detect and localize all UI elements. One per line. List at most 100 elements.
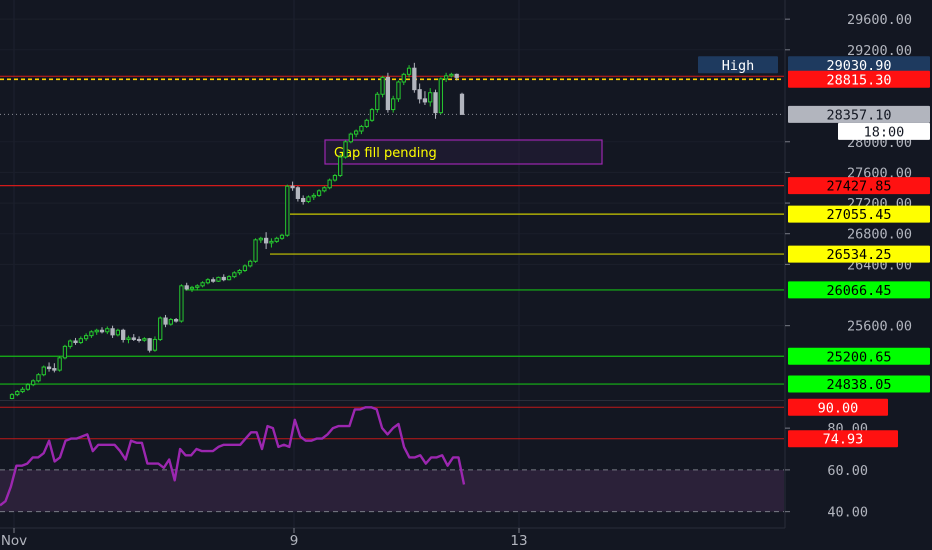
candle-body <box>121 329 126 340</box>
candle-body <box>396 81 401 100</box>
candle-body <box>258 237 263 241</box>
candle-body <box>221 276 226 281</box>
candle-body <box>338 156 343 176</box>
time-tick-label: 13 <box>510 533 527 549</box>
candle-body <box>295 187 301 199</box>
candle-body <box>412 67 417 91</box>
candle-body <box>216 276 221 282</box>
countdown-tag-bg <box>838 122 930 140</box>
candle-body <box>279 234 285 239</box>
level-tag-bg <box>788 245 930 263</box>
price-axis: 29600.0029200.0028000.0027600.0027200.00… <box>698 0 932 528</box>
candle-body <box>311 194 316 198</box>
candle-body <box>211 279 216 282</box>
candle-body <box>364 119 369 127</box>
price-tick-label: 26800.00 <box>847 227 912 243</box>
time-tick-label: 9 <box>290 533 299 549</box>
candle-body <box>369 109 375 121</box>
level-tag: 24838.05 <box>826 377 891 393</box>
last-price-tag-bg <box>788 105 930 123</box>
level-tag-bg <box>788 177 930 195</box>
candle-body <box>62 345 68 359</box>
candle-body <box>25 384 31 390</box>
level-tag-bg <box>788 375 930 393</box>
candle-body <box>401 73 406 83</box>
candle-body <box>158 317 163 340</box>
time-axis: Nov 9 13 <box>0 527 932 550</box>
candle-body <box>126 337 131 340</box>
time-axis-background <box>0 528 932 550</box>
candle-body <box>89 331 94 337</box>
candle-body <box>15 391 20 396</box>
candle-body <box>205 279 211 284</box>
candle-body <box>52 368 57 371</box>
level-tag: 28815.30 <box>826 72 891 88</box>
oscillator-panel <box>0 400 784 513</box>
level-tag: 26534.25 <box>826 247 891 263</box>
candle-body <box>306 196 311 203</box>
candle-body <box>46 366 52 370</box>
candle-body <box>152 338 158 351</box>
candle-body <box>343 141 348 158</box>
level-tag: 26066.45 <box>826 283 891 299</box>
high-tag-label: High <box>722 58 755 74</box>
price-tick-label: 29200.00 <box>847 43 912 59</box>
candle-body <box>163 317 168 325</box>
candle-body <box>391 98 396 111</box>
candle-body <box>9 394 15 399</box>
candle-body <box>136 338 142 341</box>
countdown-tag: 18:00 <box>864 124 905 140</box>
candle-body <box>274 237 279 242</box>
candle-body <box>316 190 322 196</box>
candle-body <box>348 133 353 143</box>
candle-body <box>242 265 248 271</box>
candle-body <box>449 73 454 77</box>
candle-body <box>189 286 195 290</box>
candle-body <box>327 179 332 189</box>
high-tag-value-bg <box>788 56 930 74</box>
candle-body <box>332 174 338 181</box>
candle-body <box>359 125 364 132</box>
candle-body <box>226 276 232 281</box>
candle-body <box>73 340 78 344</box>
oscillator-level-tag: 90.00 <box>818 400 859 416</box>
level-tag: 25200.65 <box>826 349 891 365</box>
candle-body <box>353 130 359 135</box>
candle-body <box>173 319 179 322</box>
oscillator-line <box>0 406 466 507</box>
level-tag: 27427.85 <box>826 179 891 195</box>
oscillator-level-tag: 74.93 <box>823 432 864 448</box>
candle-body <box>417 89 422 100</box>
candle-body <box>290 185 295 189</box>
candle-body <box>179 285 184 322</box>
candle-body <box>36 374 41 382</box>
oscillator-tick-label: 40.00 <box>827 505 868 521</box>
candle-body <box>237 269 242 274</box>
candle-body <box>443 75 449 80</box>
level-lines: Gap fill pending <box>0 75 784 385</box>
candles <box>9 62 465 400</box>
candle-body <box>168 319 173 325</box>
candle-body <box>110 328 115 336</box>
candle-body <box>142 338 147 341</box>
candle-body <box>433 92 438 114</box>
time-tick-label: Nov <box>1 533 27 549</box>
candle-body <box>83 335 89 340</box>
candle-body <box>301 197 306 203</box>
candle-body <box>99 329 105 333</box>
candle-body <box>375 93 380 111</box>
candle-body <box>105 328 110 333</box>
candle-body <box>422 98 428 103</box>
candle-body <box>200 282 205 287</box>
candle-body <box>428 92 433 103</box>
candle-body <box>147 338 152 351</box>
candle-body <box>41 366 46 376</box>
candle-body <box>438 78 443 114</box>
candle-body <box>459 93 465 115</box>
price-tick-label: 25600.00 <box>847 319 912 335</box>
level-tag: 27055.45 <box>826 207 891 223</box>
candle-body <box>115 329 121 336</box>
